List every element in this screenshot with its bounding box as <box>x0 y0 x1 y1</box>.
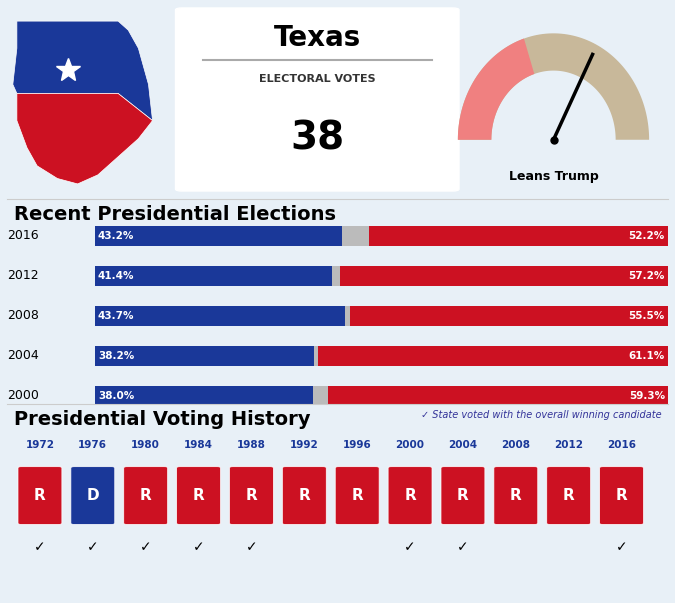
Polygon shape <box>458 39 535 140</box>
Text: 38.2%: 38.2% <box>98 351 134 361</box>
Text: 2012: 2012 <box>7 270 38 282</box>
Text: 61.1%: 61.1% <box>628 351 665 361</box>
Text: 2008: 2008 <box>502 440 531 450</box>
Bar <box>345 306 350 326</box>
Bar <box>342 226 369 246</box>
Bar <box>95 346 314 366</box>
FancyBboxPatch shape <box>230 467 273 525</box>
Text: Recent Presidential Elections: Recent Presidential Elections <box>14 205 335 224</box>
Text: ✓: ✓ <box>193 540 205 554</box>
Text: 1992: 1992 <box>290 440 319 450</box>
Text: ✓: ✓ <box>246 540 257 554</box>
Text: 2004: 2004 <box>448 440 477 450</box>
Bar <box>313 385 328 406</box>
FancyBboxPatch shape <box>547 467 591 525</box>
Text: 1972: 1972 <box>26 440 55 450</box>
Text: 2008: 2008 <box>7 309 38 323</box>
Text: R: R <box>457 488 469 503</box>
Text: 2000: 2000 <box>7 390 38 402</box>
FancyBboxPatch shape <box>494 467 538 525</box>
Text: 2016: 2016 <box>7 229 38 242</box>
FancyBboxPatch shape <box>282 467 326 525</box>
Text: Texas: Texas <box>273 24 361 52</box>
Text: ✓: ✓ <box>87 540 99 554</box>
Text: R: R <box>140 488 152 503</box>
Bar <box>95 226 342 246</box>
Text: 2012: 2012 <box>554 440 583 450</box>
Bar <box>318 346 668 366</box>
Text: 2000: 2000 <box>396 440 425 450</box>
Text: R: R <box>246 488 257 503</box>
Text: R: R <box>404 488 416 503</box>
Text: ✓: ✓ <box>616 540 627 554</box>
Bar <box>350 306 668 326</box>
Text: R: R <box>34 488 46 503</box>
Text: 2016: 2016 <box>607 440 636 450</box>
Text: R: R <box>298 488 311 503</box>
Text: ELECTORAL VOTES: ELECTORAL VOTES <box>259 74 375 84</box>
Bar <box>314 346 318 366</box>
FancyBboxPatch shape <box>388 467 432 525</box>
Text: R: R <box>563 488 574 503</box>
Text: R: R <box>510 488 522 503</box>
Text: 41.4%: 41.4% <box>98 271 134 281</box>
Bar <box>340 265 668 286</box>
Text: 43.2%: 43.2% <box>98 231 134 241</box>
Text: ✓: ✓ <box>457 540 468 554</box>
Text: 55.5%: 55.5% <box>628 311 665 321</box>
FancyBboxPatch shape <box>441 467 485 525</box>
Text: R: R <box>616 488 628 503</box>
Bar <box>332 265 340 286</box>
Text: ✓: ✓ <box>34 540 46 554</box>
Text: ✓: ✓ <box>404 540 416 554</box>
Text: R: R <box>192 488 205 503</box>
Text: 59.3%: 59.3% <box>628 391 665 401</box>
Bar <box>95 265 332 286</box>
Text: 1976: 1976 <box>78 440 107 450</box>
Text: 1980: 1980 <box>131 440 160 450</box>
Bar <box>95 306 345 326</box>
Text: Presidential Voting History: Presidential Voting History <box>14 410 310 429</box>
Text: 1996: 1996 <box>343 440 371 450</box>
Text: 57.2%: 57.2% <box>628 271 665 281</box>
Polygon shape <box>17 93 153 184</box>
Text: 2004: 2004 <box>7 349 38 362</box>
Text: 1988: 1988 <box>237 440 266 450</box>
Text: 1984: 1984 <box>184 440 213 450</box>
FancyBboxPatch shape <box>335 467 379 525</box>
Bar <box>369 226 668 246</box>
FancyBboxPatch shape <box>176 8 459 191</box>
Text: 43.7%: 43.7% <box>98 311 134 321</box>
Polygon shape <box>13 21 153 121</box>
FancyBboxPatch shape <box>124 467 167 525</box>
Text: Leans Trump: Leans Trump <box>509 171 598 183</box>
Text: ✓ State voted with the overall winning candidate: ✓ State voted with the overall winning c… <box>421 410 662 420</box>
Text: 38.0%: 38.0% <box>98 391 134 401</box>
Text: 38: 38 <box>290 119 344 157</box>
FancyBboxPatch shape <box>18 467 62 525</box>
FancyBboxPatch shape <box>177 467 221 525</box>
FancyBboxPatch shape <box>599 467 643 525</box>
Bar <box>95 385 313 406</box>
Text: D: D <box>86 488 99 503</box>
Bar <box>328 385 668 406</box>
Polygon shape <box>458 33 649 140</box>
Text: 52.2%: 52.2% <box>628 231 665 241</box>
Text: R: R <box>351 488 363 503</box>
FancyBboxPatch shape <box>71 467 115 525</box>
Text: ✓: ✓ <box>140 540 151 554</box>
